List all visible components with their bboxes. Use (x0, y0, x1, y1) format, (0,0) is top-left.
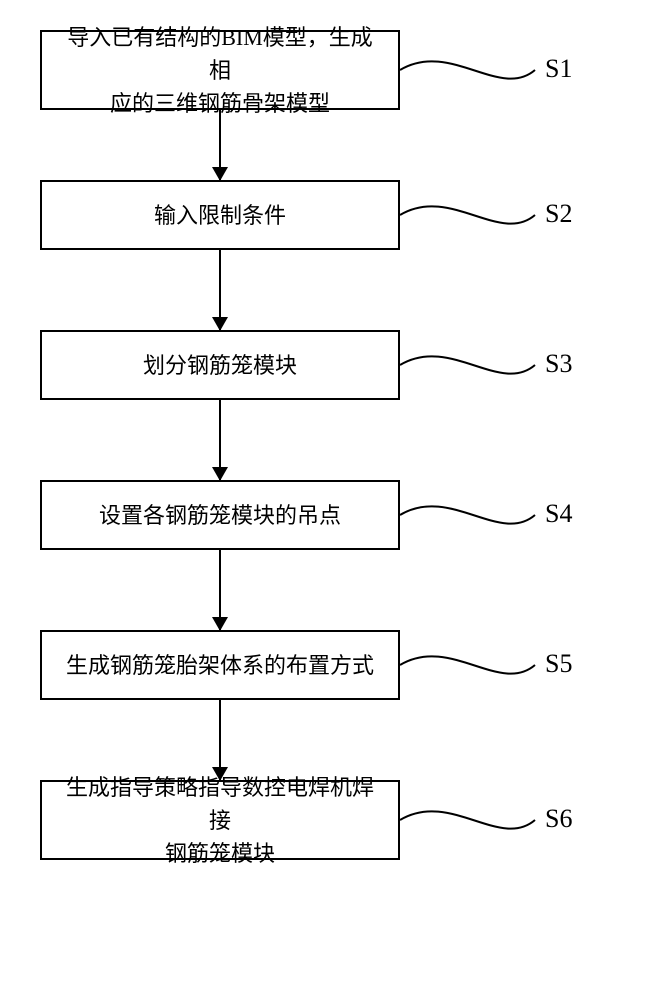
step-s1: 导入已有结构的BIM模型，生成相 应的三维钢筋骨架模型 (40, 30, 400, 110)
label-s6: S6 (545, 804, 572, 834)
box-text-s5: 生成钢筋笼胎架体系的布置方式 (66, 649, 374, 682)
box-s6: 生成指导策略指导数控电焊机焊接 钢筋笼模块 (40, 780, 400, 860)
box-text-s6: 生成指导策略指导数控电焊机焊接 钢筋笼模块 (62, 771, 378, 870)
box-s4: 设置各钢筋笼模块的吊点 (40, 480, 400, 550)
connector-s1 (400, 61, 535, 78)
box-text-s1: 导入已有结构的BIM模型，生成相 应的三维钢筋骨架模型 (62, 21, 378, 120)
step-s3: 划分钢筋笼模块 (40, 330, 400, 400)
step-s2: 输入限制条件 (40, 180, 400, 250)
box-text-s4: 设置各钢筋笼模块的吊点 (99, 499, 341, 532)
arrow-s5-s6 (219, 700, 221, 780)
connector-s5 (400, 656, 535, 673)
step-s4: 设置各钢筋笼模块的吊点 (40, 480, 400, 550)
box-s1: 导入已有结构的BIM模型，生成相 应的三维钢筋骨架模型 (40, 30, 400, 110)
connector-s3 (400, 356, 535, 373)
box-s3: 划分钢筋笼模块 (40, 330, 400, 400)
arrow-s2-s3 (219, 250, 221, 330)
arrow-s4-s5 (219, 550, 221, 630)
box-text-s2: 输入限制条件 (154, 199, 286, 232)
label-s3: S3 (545, 349, 572, 379)
label-s2: S2 (545, 199, 572, 229)
arrow-s1-s2 (219, 110, 221, 180)
step-s6: 生成指导策略指导数控电焊机焊接 钢筋笼模块 (40, 780, 400, 860)
box-s2: 输入限制条件 (40, 180, 400, 250)
label-s4: S4 (545, 499, 572, 529)
connector-s4 (400, 506, 535, 523)
box-s5: 生成钢筋笼胎架体系的布置方式 (40, 630, 400, 700)
step-s5: 生成钢筋笼胎架体系的布置方式 (40, 630, 400, 700)
label-s1: S1 (545, 54, 572, 84)
flowchart-container: 导入已有结构的BIM模型，生成相 应的三维钢筋骨架模型 输入限制条件 划分钢筋笼… (40, 30, 400, 860)
connector-s6 (400, 811, 535, 828)
connector-s2 (400, 206, 535, 223)
box-text-s3: 划分钢筋笼模块 (143, 349, 297, 382)
label-s5: S5 (545, 649, 572, 679)
arrow-s3-s4 (219, 400, 221, 480)
